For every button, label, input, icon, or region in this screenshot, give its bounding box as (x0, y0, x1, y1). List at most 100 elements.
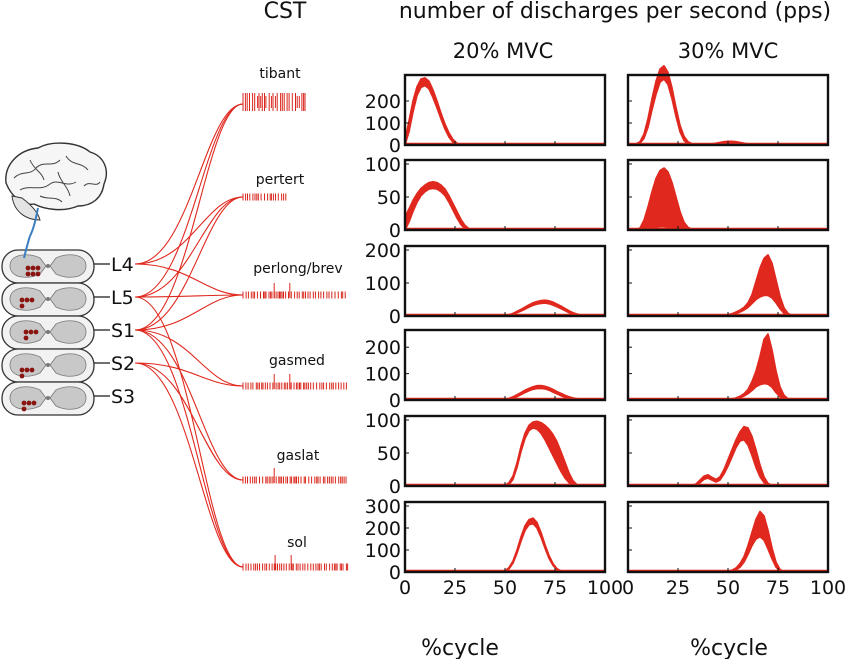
plot-gasmed-30 (626, 328, 830, 402)
y-units-title: number of discharges per second (pps) (399, 0, 831, 24)
plot-sol-30: 0 25 50 75 100 (622, 500, 846, 599)
plot-frame (403, 244, 607, 318)
spike-train-tibant: tibant (242, 66, 306, 111)
spike-trains: tibant pertert perlong/brev gasmed gaslat sol (242, 66, 349, 571)
plot-perlong-brev-30 (626, 244, 830, 318)
x-axis-label-30: %cycle (690, 636, 768, 659)
motoneuron-marker (19, 297, 25, 303)
y-tick-label: 200 (365, 91, 401, 113)
plot-frame (403, 158, 607, 232)
y-tick-label: 100 (365, 540, 401, 562)
y-tick-label: 200 (365, 337, 401, 359)
plot-gaslat-20: 0 50 100 (365, 410, 607, 498)
motoneuron-marker (23, 329, 29, 335)
x-tick-label: 25 (443, 577, 467, 599)
connection-l5-sol (134, 296, 244, 568)
motoneuron-marker (35, 265, 41, 271)
cord-section-l5: L5 (1, 282, 134, 317)
y-tick-label: 0 (389, 220, 401, 242)
muscle-label-perlong-brev: perlong/brev (253, 261, 342, 277)
y-tick-label: 0 (389, 306, 401, 328)
spike-train-gaslat: gaslat (242, 448, 347, 484)
motoneuron-marker (29, 297, 35, 303)
y-tick-label: 100 (365, 113, 401, 135)
plot-perlong-brev-20: 0 100 200 (365, 240, 607, 328)
segment-label-s1: S1 (111, 320, 135, 342)
discharge-band (627, 333, 829, 401)
motoneuron-marker (21, 400, 27, 406)
motoneuron-marker (29, 367, 35, 373)
y-tick-label: 300 (365, 496, 401, 518)
segment-label-s3: S3 (111, 386, 135, 408)
motoneuron-marker (33, 329, 39, 335)
x-axis-label-20: %cycle (421, 636, 499, 659)
cst-tract (23, 235, 31, 259)
spike-train-pertert: pertert (242, 172, 305, 201)
connection-l4-perlong-brev (134, 263, 244, 296)
muscle-label-gaslat: gaslat (277, 448, 320, 464)
spinal-cord: L4 L5 S1 S2 S3 (1, 235, 135, 416)
y-tick-label: 50 (377, 443, 401, 465)
motoneuron-marker (31, 400, 37, 406)
plot-frame (626, 244, 830, 318)
connection-s1-gasmed (134, 329, 244, 387)
x-tick-label: 50 (493, 577, 517, 599)
connection-s1-gaslat (134, 329, 244, 481)
spike-train-gasmed: gasmed (242, 353, 347, 390)
cord-section-s1: S1 (1, 315, 135, 350)
connection-l5-tibant (134, 103, 244, 298)
discharge-band (404, 517, 606, 573)
connection-s2-sol (134, 362, 244, 568)
motoneuron-marker (35, 271, 41, 277)
discharge-band (627, 254, 829, 317)
x-tick-label: 75 (766, 577, 790, 599)
y-tick-label: 0 (389, 476, 401, 498)
plot-gasmed-20: 0 100 200 (365, 328, 607, 412)
discharge-band (627, 167, 829, 231)
plot-frame (403, 73, 607, 147)
y-tick-label: 200 (365, 240, 401, 262)
cord-section-s3: S3 (1, 381, 135, 416)
condition-label-30: 30% MVC (678, 39, 779, 63)
plot-tibant-30 (626, 65, 830, 147)
cord-section-l4: L4 (1, 249, 134, 284)
discharge-band (627, 425, 829, 487)
muscle-label-sol: sol (287, 535, 307, 551)
x-tick-label: 75 (543, 577, 567, 599)
discharge-band (404, 181, 606, 231)
muscle-label-gasmed: gasmed (269, 353, 325, 369)
segment-label-s2: S2 (111, 353, 135, 375)
condition-label-20: 20% MVC (453, 39, 554, 63)
motoneuron-marker (30, 265, 36, 271)
plot-frame (626, 328, 830, 402)
y-tick-label: 100 (365, 364, 401, 386)
x-tick-label: 0 (622, 577, 634, 599)
x-tick-label: 100 (587, 577, 623, 599)
connection-s1-tibant (134, 103, 244, 331)
motoneuron-marker (28, 329, 34, 335)
plot-pertert-30 (626, 158, 830, 232)
y-tick-label: 0 (389, 562, 401, 584)
x-tick-label: 50 (716, 577, 740, 599)
muscle-label-tibant: tibant (259, 66, 301, 82)
motoneuron-marker (21, 406, 27, 412)
motoneuron-marker (25, 265, 31, 271)
plot-frame (403, 500, 607, 574)
motoneuron-marker (24, 367, 30, 373)
motoneuron-marker (19, 367, 25, 373)
brain-icon (5, 142, 108, 237)
segment-label-l5: L5 (111, 287, 134, 309)
plot-frame (626, 414, 830, 488)
connection-s1-perlong-brev (134, 294, 244, 331)
motoneuron-marker (26, 400, 32, 406)
y-tick-label: 100 (365, 273, 401, 295)
motoneuron-marker (19, 303, 25, 309)
motoneuron-marker (23, 335, 29, 341)
cst-header: CST (264, 0, 307, 24)
motoneuron-marker (19, 373, 25, 379)
connection-l5-pertert (134, 196, 244, 298)
x-tick-label: 25 (666, 577, 690, 599)
spike-train-sol: sol (242, 535, 349, 571)
